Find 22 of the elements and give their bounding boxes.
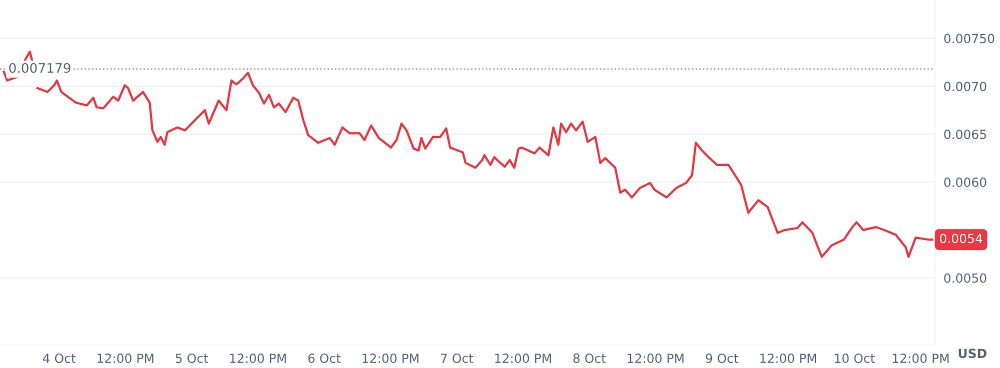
x-tick-label: 7 Oct bbox=[440, 354, 474, 364]
y-tick-label: 0.00750 bbox=[944, 34, 994, 44]
x-tick-label: 8 Oct bbox=[573, 354, 606, 364]
ref-line-label: 0.007179 bbox=[9, 62, 70, 73]
y-tick-label: 0.0065 bbox=[944, 130, 986, 140]
x-tick-label: 12:00 PM bbox=[98, 354, 154, 364]
x-tick-label: 12:00 PM bbox=[495, 354, 551, 364]
x-tick-label: 12:00 PM bbox=[230, 354, 286, 364]
x-tick-label: 12:00 PM bbox=[760, 354, 816, 364]
x-tick-label: 9 Oct bbox=[706, 354, 738, 364]
y-tick-label: 0.0070 bbox=[944, 82, 986, 92]
y-axis-title: USD bbox=[958, 348, 987, 358]
y-tick-label: 0.0050 bbox=[944, 273, 986, 283]
x-tick-label: 4 Oct bbox=[42, 354, 76, 364]
x-tick-label: 6 Oct bbox=[308, 354, 341, 364]
x-tick-label: 12:00 PM bbox=[628, 354, 684, 364]
annotation: 0.0054 bbox=[940, 234, 982, 244]
y-tick-label: 0.0060 bbox=[944, 178, 986, 188]
x-tick-label: 12:00 PM bbox=[362, 354, 418, 364]
x-tick-label: 5 Oct bbox=[176, 354, 208, 364]
x-tick-label: 12:00 PM bbox=[892, 354, 949, 364]
x-tick-label: 10 Oct bbox=[834, 354, 875, 364]
